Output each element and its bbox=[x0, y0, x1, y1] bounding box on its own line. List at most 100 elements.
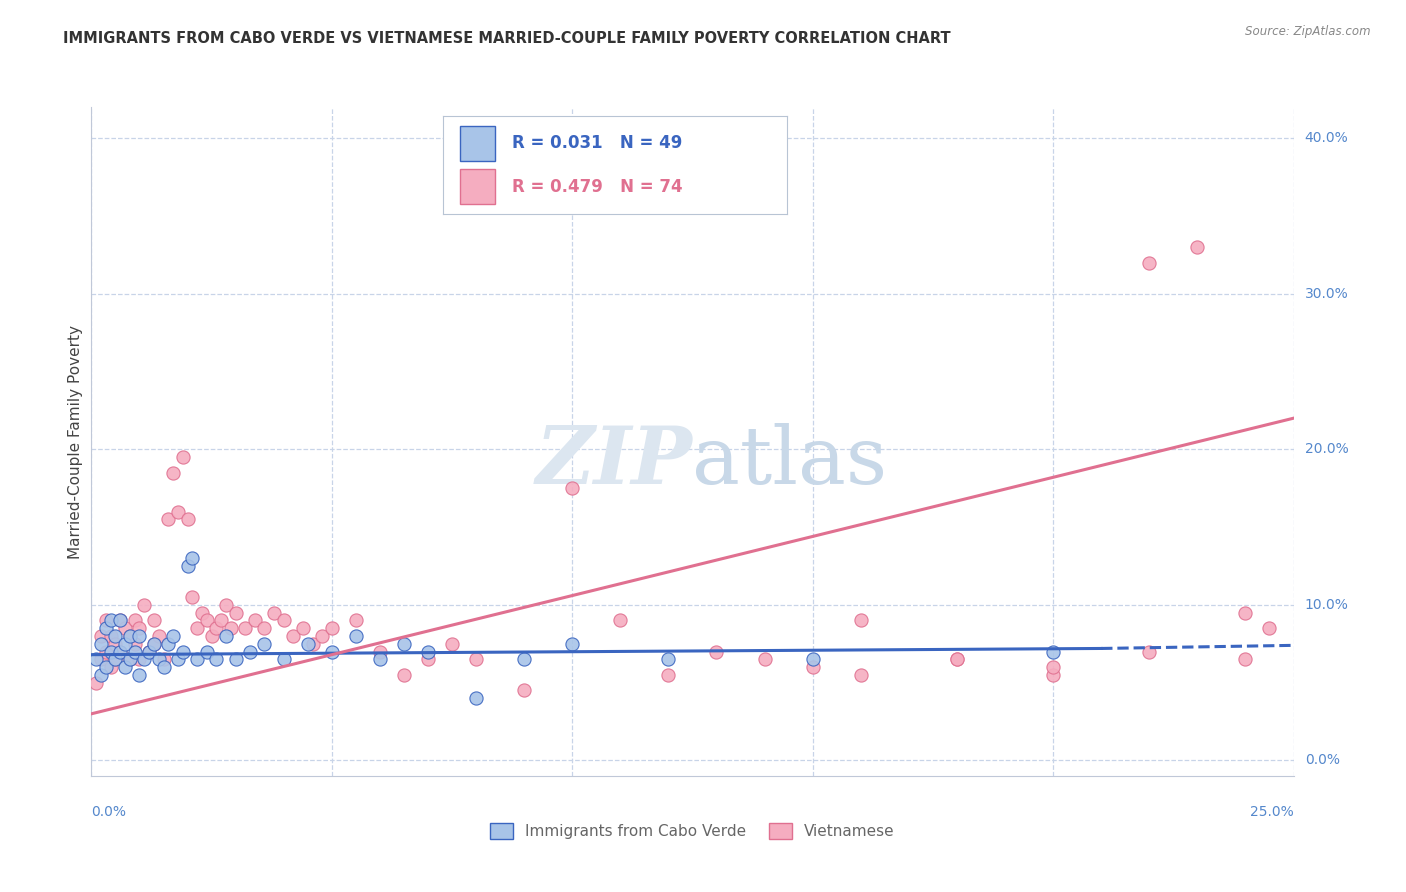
Point bbox=[128, 629, 150, 643]
Point bbox=[513, 683, 536, 698]
Text: 0.0%: 0.0% bbox=[91, 805, 127, 819]
Point bbox=[1137, 644, 1160, 658]
Text: 25.0%: 25.0% bbox=[1250, 805, 1294, 819]
Point bbox=[195, 644, 218, 658]
Text: 10.0%: 10.0% bbox=[1305, 598, 1348, 612]
Point bbox=[134, 652, 156, 666]
Point bbox=[609, 614, 631, 628]
Point bbox=[104, 652, 127, 666]
Point bbox=[215, 598, 238, 612]
Point bbox=[138, 644, 160, 658]
Point bbox=[243, 614, 266, 628]
Point bbox=[152, 660, 174, 674]
Point bbox=[440, 637, 463, 651]
Point bbox=[273, 614, 295, 628]
Point bbox=[110, 644, 132, 658]
Point bbox=[186, 621, 208, 635]
Point bbox=[283, 629, 305, 643]
Text: 20.0%: 20.0% bbox=[1305, 442, 1348, 457]
Point bbox=[100, 660, 122, 674]
Point bbox=[90, 652, 112, 666]
Point bbox=[90, 637, 112, 651]
Point bbox=[225, 652, 247, 666]
Text: 30.0%: 30.0% bbox=[1305, 286, 1348, 301]
Point bbox=[209, 614, 232, 628]
Point bbox=[162, 466, 184, 480]
Point bbox=[657, 652, 679, 666]
Point bbox=[100, 614, 122, 628]
Text: IMMIGRANTS FROM CABO VERDE VS VIETNAMESE MARRIED-COUPLE FAMILY POVERTY CORRELATI: IMMIGRANTS FROM CABO VERDE VS VIETNAMESE… bbox=[63, 31, 950, 46]
Point bbox=[801, 652, 824, 666]
Legend: Immigrants from Cabo Verde, Vietnamese: Immigrants from Cabo Verde, Vietnamese bbox=[484, 817, 901, 846]
Point bbox=[344, 614, 367, 628]
Point bbox=[104, 652, 127, 666]
Point bbox=[849, 614, 872, 628]
Point bbox=[311, 629, 333, 643]
Point bbox=[253, 621, 276, 635]
Point bbox=[291, 621, 314, 635]
Point bbox=[754, 652, 776, 666]
Text: ZIP: ZIP bbox=[536, 423, 692, 500]
Point bbox=[128, 652, 150, 666]
Point bbox=[94, 644, 117, 658]
Point bbox=[392, 637, 415, 651]
Point bbox=[90, 629, 112, 643]
Point bbox=[118, 629, 141, 643]
Point bbox=[191, 606, 214, 620]
Point bbox=[118, 629, 141, 643]
FancyBboxPatch shape bbox=[460, 126, 495, 161]
Point bbox=[142, 614, 165, 628]
Point bbox=[561, 637, 583, 651]
Point bbox=[124, 637, 146, 651]
Point bbox=[225, 606, 247, 620]
Point bbox=[513, 652, 536, 666]
Point bbox=[344, 629, 367, 643]
Point bbox=[219, 621, 242, 635]
Point bbox=[706, 644, 728, 658]
Point bbox=[162, 629, 184, 643]
Point bbox=[124, 644, 146, 658]
Point bbox=[657, 668, 679, 682]
Point bbox=[90, 668, 112, 682]
Point bbox=[110, 614, 132, 628]
Text: Source: ZipAtlas.com: Source: ZipAtlas.com bbox=[1246, 25, 1371, 38]
Point bbox=[167, 652, 190, 666]
Point bbox=[849, 668, 872, 682]
Point bbox=[84, 652, 107, 666]
Point bbox=[118, 652, 141, 666]
Point bbox=[157, 512, 180, 526]
Point bbox=[128, 621, 150, 635]
Point bbox=[239, 644, 262, 658]
Point bbox=[215, 629, 238, 643]
Point bbox=[172, 450, 194, 464]
Point bbox=[205, 621, 228, 635]
Point bbox=[263, 606, 285, 620]
Point bbox=[124, 614, 146, 628]
Point bbox=[946, 652, 969, 666]
Point bbox=[1042, 660, 1064, 674]
Point bbox=[1234, 606, 1257, 620]
Point bbox=[167, 504, 190, 518]
Point bbox=[321, 621, 343, 635]
Point bbox=[392, 668, 415, 682]
Point bbox=[368, 644, 391, 658]
FancyBboxPatch shape bbox=[460, 169, 495, 204]
Text: R = 0.031   N = 49: R = 0.031 N = 49 bbox=[512, 135, 682, 153]
Point bbox=[128, 668, 150, 682]
Point bbox=[186, 652, 208, 666]
Point bbox=[195, 614, 218, 628]
Point bbox=[110, 614, 132, 628]
Point bbox=[114, 621, 136, 635]
Point bbox=[176, 559, 198, 574]
Point bbox=[465, 652, 488, 666]
Text: 0.0%: 0.0% bbox=[1305, 754, 1340, 767]
Point bbox=[114, 660, 136, 674]
Point bbox=[104, 629, 127, 643]
Point bbox=[1187, 240, 1209, 254]
Point bbox=[100, 629, 122, 643]
Point bbox=[110, 644, 132, 658]
Point bbox=[1258, 621, 1281, 635]
Point bbox=[1042, 644, 1064, 658]
Point bbox=[152, 652, 174, 666]
Point bbox=[94, 660, 117, 674]
